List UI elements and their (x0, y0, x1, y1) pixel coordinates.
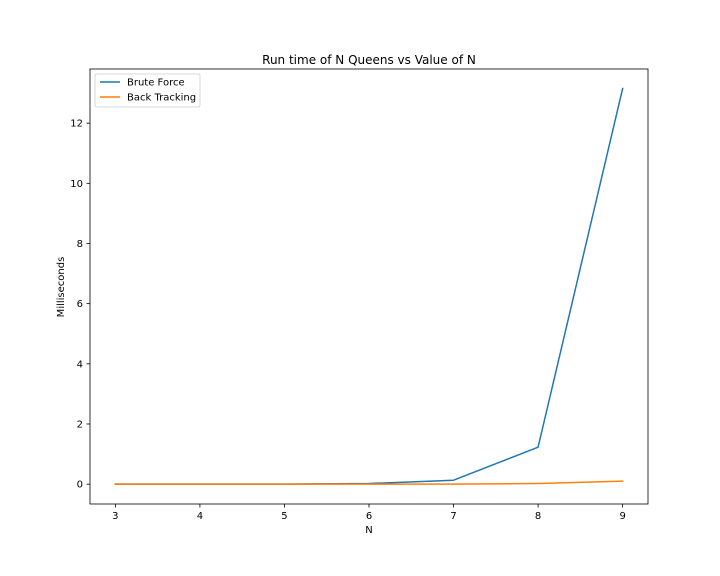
y-tick-label: 12 (70, 119, 83, 130)
y-tick-label: 4 (77, 359, 83, 370)
chart-title: Run time of N Queens vs Value of N (262, 53, 476, 67)
x-tick-label: 7 (450, 511, 456, 522)
y-tick-label: 10 (70, 179, 83, 190)
plot-area (89, 68, 649, 505)
series-line-back-tracking (114, 480, 624, 485)
y-tick-label: 2 (77, 419, 83, 430)
plot-background (90, 69, 648, 504)
y-tick-label: 0 (77, 480, 83, 491)
x-axis-label: N (365, 525, 372, 536)
legend-label: Back Tracking (127, 93, 196, 104)
x-tick-label: 4 (197, 511, 203, 522)
y-tick-label: 8 (77, 239, 83, 250)
series-layer (114, 87, 624, 485)
y-axis: 0 2 4 6 8 10 12 (70, 119, 90, 491)
y-tick-label: 6 (77, 299, 83, 310)
x-tick-label: 6 (366, 511, 372, 522)
legend-box (94, 73, 201, 108)
x-tick-label: 8 (535, 511, 541, 522)
x-tick-label: 9 (619, 511, 625, 522)
legend: Brute Force Back Tracking (94, 73, 201, 108)
y-axis-label: Milliseconds (56, 257, 67, 318)
x-tick-label: 5 (281, 511, 287, 522)
x-axis: 3 4 5 6 7 8 9 (112, 504, 626, 522)
legend-label: Brute Force (127, 78, 185, 89)
x-tick-label: 3 (112, 511, 118, 522)
